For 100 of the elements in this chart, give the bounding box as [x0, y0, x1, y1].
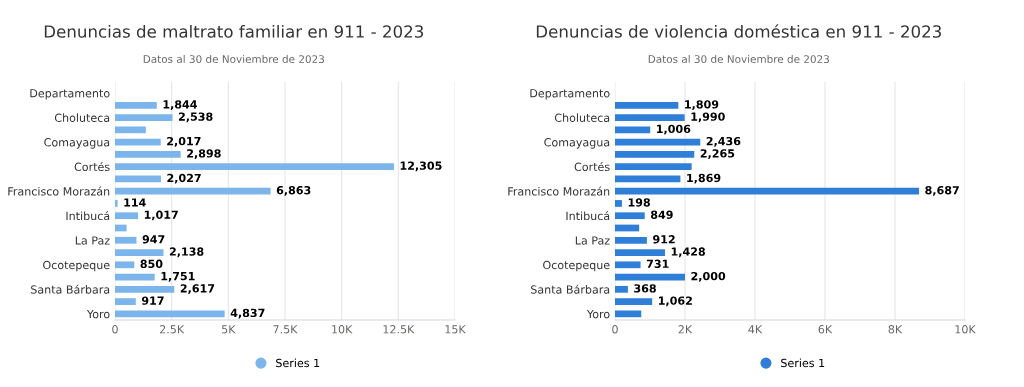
y-tick-label: Ocotepeque — [43, 260, 110, 272]
bar — [115, 224, 127, 232]
bar — [115, 285, 175, 293]
y-tick-label: Cortés — [574, 161, 610, 172]
bar — [115, 163, 394, 171]
bar — [615, 163, 692, 171]
data-label: 2,436 — [706, 136, 741, 147]
data-label: 2,017 — [167, 136, 201, 147]
data-label: 2,898 — [187, 149, 221, 160]
data-label: 1,869 — [687, 173, 721, 184]
x-tick-label: 2.5K — [160, 325, 185, 334]
y-tick-label: Francisco Morazán — [508, 186, 610, 196]
bar — [115, 261, 135, 269]
legend-label: Series 1 — [781, 358, 825, 368]
data-label: 4,837 — [230, 308, 265, 319]
y-tick-label: Choluteca — [54, 113, 110, 122]
y-tick-label: Cortés — [74, 161, 110, 172]
data-label: 1,809 — [685, 100, 719, 110]
bar — [615, 151, 695, 158]
bar — [115, 151, 181, 158]
bar — [615, 298, 653, 305]
x-tick-label: 6K — [818, 325, 833, 334]
data-label: 12,305 — [400, 161, 442, 172]
bar — [115, 101, 157, 109]
chart-subtitle: Datos al 30 de Noviembre de 2023 — [648, 54, 830, 64]
chart-title: Denuncias de maltrato familiar en 911 - 2023 — [44, 24, 424, 38]
chart-subtitle: Datos al 30 de Noviembre de 2023 — [143, 54, 325, 64]
y-tick-label: Yoro — [586, 309, 610, 319]
x-tick-label: 12.5K — [383, 325, 415, 334]
y-tick-label: Departamento — [530, 89, 610, 100]
y-tick-label: Francisco Morazán — [8, 186, 110, 196]
data-label: 912 — [653, 235, 675, 244]
data-label: 198 — [628, 198, 650, 207]
y-tick-label: Yoro — [86, 309, 110, 319]
bar — [615, 114, 685, 121]
x-tick-label: 8K — [888, 325, 903, 334]
y-tick-label: Choluteca — [554, 113, 610, 122]
y-tick-label: Departamento — [30, 89, 110, 100]
data-label: 1,751 — [161, 272, 195, 282]
bar — [615, 236, 647, 244]
data-label: 114 — [124, 198, 146, 207]
bar — [615, 249, 665, 256]
data-label: 947 — [142, 235, 165, 244]
bar — [615, 200, 622, 207]
bar — [615, 212, 645, 220]
y-tick-label: Intibucá — [566, 211, 610, 221]
bar — [115, 212, 139, 220]
data-label: 2,027 — [167, 173, 201, 184]
y-tick-label: La Paz — [575, 236, 610, 245]
chart-title: Denuncias de violencia doméstica en 911 - 2023 — [536, 24, 941, 38]
bar — [615, 187, 920, 195]
bar — [115, 126, 146, 134]
data-label: 1,017 — [144, 210, 178, 221]
data-label: 850 — [140, 259, 163, 269]
data-label: 917 — [141, 296, 164, 305]
bar — [115, 200, 118, 207]
x-tick-label: 5K — [222, 325, 236, 334]
data-label: 1,428 — [671, 247, 705, 258]
y-tick-label: Comayagua — [544, 138, 610, 149]
bar — [115, 298, 136, 305]
bar — [615, 126, 651, 134]
y-tick-label: Comayagua — [44, 138, 110, 149]
y-tick-label: Santa Bárbara — [31, 284, 110, 294]
x-tick-label: 2K — [678, 325, 693, 334]
data-label: 2,000 — [691, 271, 726, 282]
y-tick-label: Santa Bárbara — [531, 284, 610, 294]
x-tick-label: 10K — [332, 325, 353, 334]
data-label: 2,265 — [700, 149, 735, 160]
x-tick-label: 15K — [445, 325, 466, 334]
bar — [615, 310, 642, 318]
bar — [115, 187, 271, 195]
data-label: 1,062 — [658, 296, 692, 307]
bar — [615, 285, 628, 293]
bar — [615, 101, 679, 109]
data-label: 6,863 — [276, 186, 311, 196]
x-tick-label: 0 — [112, 325, 118, 334]
data-label: 731 — [646, 259, 669, 269]
y-tick-label: Intibucá — [66, 211, 110, 221]
bar — [115, 310, 225, 318]
bar — [115, 138, 161, 146]
x-tick-label: 7.5K — [273, 325, 298, 334]
data-label: 1,844 — [163, 100, 197, 110]
y-tick-label: Ocotepeque — [543, 260, 610, 272]
bar — [115, 249, 164, 256]
data-label: 2,617 — [180, 284, 215, 294]
x-tick-label: 0 — [612, 325, 618, 334]
bar — [115, 236, 137, 244]
data-label: 849 — [650, 210, 673, 219]
bar — [115, 114, 173, 121]
data-label: 8,687 — [925, 186, 959, 196]
data-label: 1,006 — [657, 124, 691, 135]
bar — [115, 273, 155, 281]
x-tick-label: 4K — [748, 325, 763, 334]
legend-label: Series 1 — [276, 358, 320, 368]
y-tick-label: La Paz — [75, 236, 110, 245]
data-label: 368 — [634, 284, 656, 293]
data-label: 2,538 — [178, 112, 213, 123]
data-label: 2,138 — [169, 247, 204, 258]
x-tick-label: 10K — [955, 325, 976, 334]
data-label: 1,990 — [691, 112, 725, 123]
